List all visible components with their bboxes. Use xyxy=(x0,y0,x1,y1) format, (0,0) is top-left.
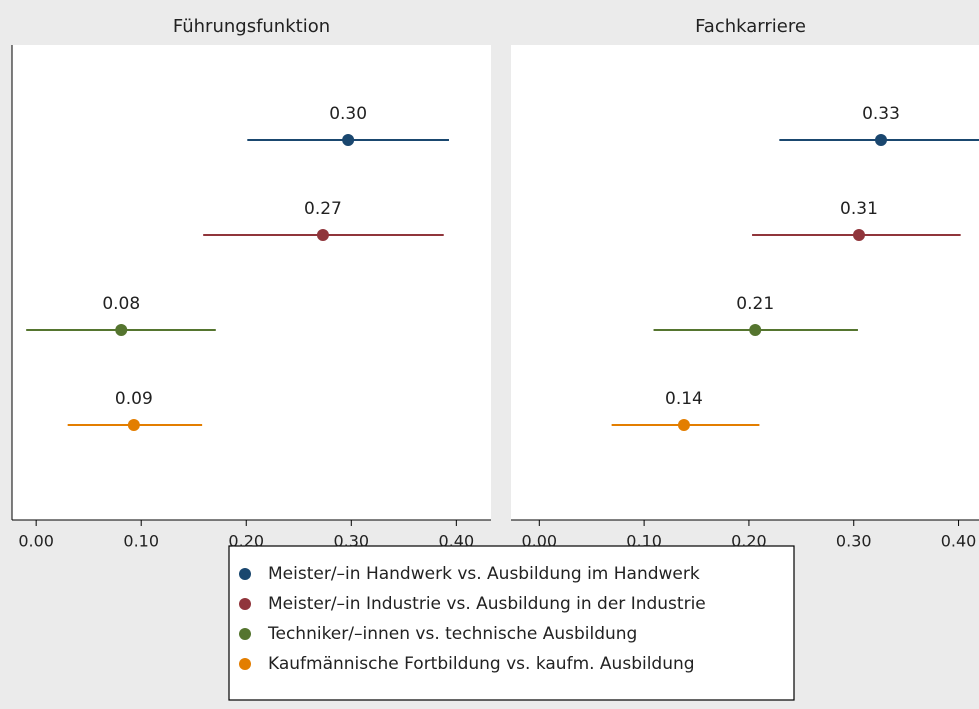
panel-title: Führungsfunktion xyxy=(173,16,330,37)
legend-marker xyxy=(239,598,251,610)
point xyxy=(127,419,140,431)
x-tick-label: 0.40 xyxy=(439,532,475,551)
legend-label: Meister/–in Industrie vs. Ausbildung in … xyxy=(268,594,706,614)
legend-label: Meister/–in Handwerk vs. Ausbildung im H… xyxy=(268,564,700,584)
value-label: 0.33 xyxy=(862,104,900,124)
value-label: 0.09 xyxy=(115,389,153,409)
point xyxy=(342,134,355,146)
value-label: 0.08 xyxy=(102,294,140,314)
x-tick-label: 0.00 xyxy=(521,532,557,551)
value-label: 0.21 xyxy=(736,294,774,314)
x-tick-label: 0.10 xyxy=(123,532,159,551)
legend-label: Techniker/–innen vs. technische Ausbildu… xyxy=(267,624,637,644)
legend-label: Kaufmännische Fortbildung vs. kaufm. Aus… xyxy=(268,654,695,674)
x-tick-label: 0.30 xyxy=(836,532,872,551)
point xyxy=(677,419,690,431)
x-tick-label: 0.20 xyxy=(228,532,264,551)
value-label: 0.31 xyxy=(840,199,878,219)
panel-title: Fachkarriere xyxy=(695,16,806,37)
x-tick-label: 0.10 xyxy=(626,532,662,551)
legend-marker xyxy=(239,658,251,670)
x-tick-label: 0.40 xyxy=(941,532,977,551)
x-tick-label: 0.00 xyxy=(18,532,54,551)
x-tick-label: 0.30 xyxy=(333,532,369,551)
value-label: 0.30 xyxy=(329,104,367,124)
legend-box xyxy=(228,545,795,701)
legend-marker xyxy=(239,568,251,580)
x-tick-label: 0.20 xyxy=(731,532,767,551)
plot-area xyxy=(12,45,491,520)
value-label: 0.14 xyxy=(665,389,703,409)
value-label: 0.27 xyxy=(304,199,342,219)
plot-area xyxy=(511,45,979,520)
point xyxy=(115,324,128,336)
legend-marker xyxy=(239,628,251,640)
point xyxy=(874,134,887,146)
point xyxy=(852,229,865,241)
point xyxy=(749,324,762,336)
point xyxy=(316,229,329,241)
